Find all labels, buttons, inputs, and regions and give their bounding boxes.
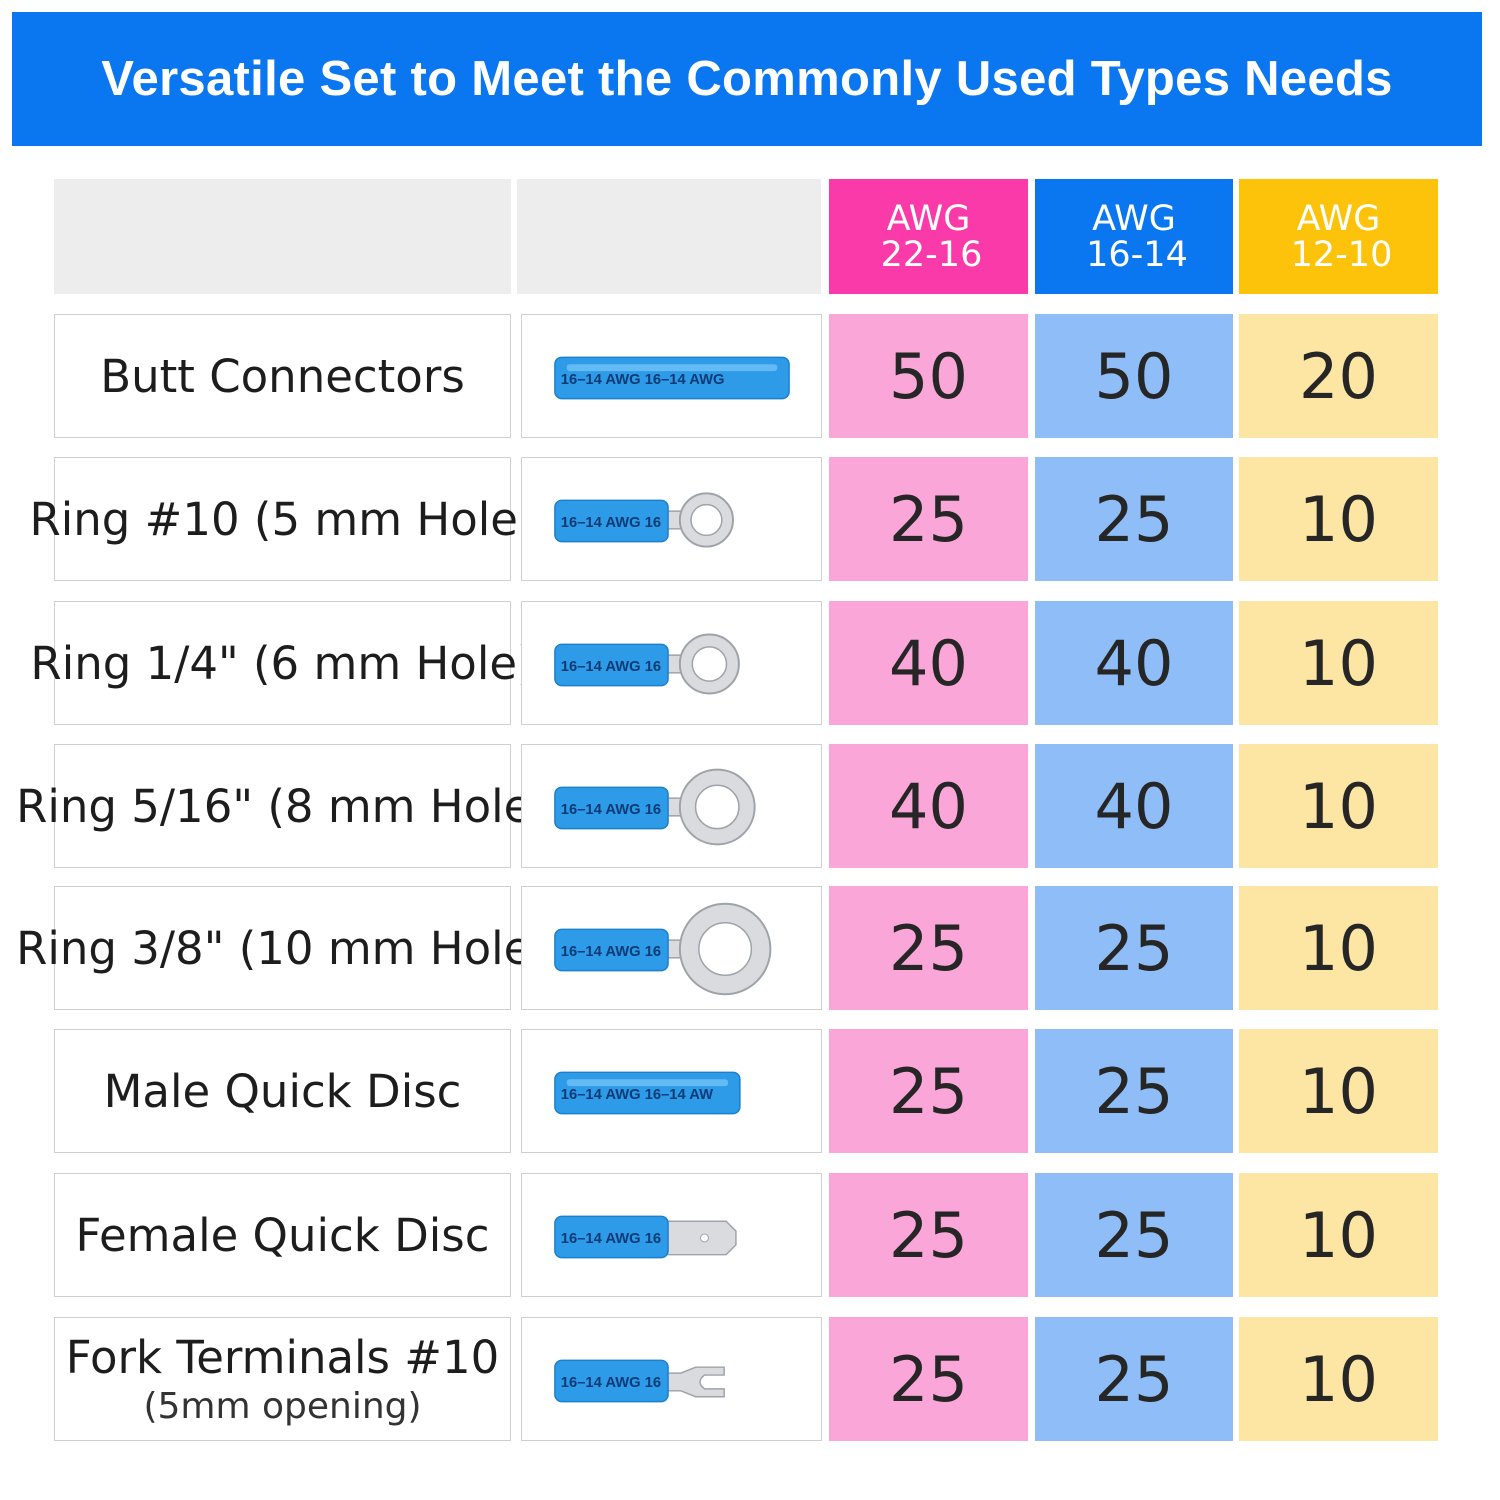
sleeve-print-text: 16–14 AWG 16 bbox=[561, 515, 661, 531]
quantity-cell: 25 bbox=[1035, 457, 1233, 581]
row-image-cell: 16–14 AWG 16 bbox=[521, 601, 822, 725]
quantity-cell: 25 bbox=[829, 1029, 1028, 1153]
connector-name: Ring #10 (5 mm Hole) bbox=[29, 492, 536, 546]
row-name-cell: Ring 5/16" (8 mm Hole) bbox=[16, 744, 549, 868]
quantity-cell: 10 bbox=[1239, 1029, 1438, 1153]
blue-sleeve bbox=[554, 928, 669, 972]
sleeve-print-text: 16–14 AWG 16 bbox=[561, 802, 661, 818]
row-image-cell: 16–14 AWG 16–14 AW bbox=[521, 1029, 822, 1153]
blue-sleeve bbox=[554, 1359, 669, 1403]
row-image-cell: 16–14 AWG 16–14 AWG bbox=[521, 314, 822, 438]
header-line2: 22-16 bbox=[880, 234, 983, 275]
connector-name: Ring 1/4" (6 mm Hole) bbox=[30, 636, 535, 690]
metal-ring bbox=[661, 633, 740, 695]
quantity-cell: 10 bbox=[1239, 457, 1438, 581]
blue-sleeve bbox=[554, 499, 669, 543]
quantity-cell: 25 bbox=[1035, 1029, 1233, 1153]
row-name-cell: Butt Connectors bbox=[54, 314, 511, 438]
quantity-cell: 20 bbox=[1239, 314, 1438, 438]
blue-sleeve bbox=[554, 1215, 669, 1259]
quantity-cell: 40 bbox=[1035, 744, 1233, 868]
fork-terminal-icon: 16–14 AWG 16 bbox=[554, 1359, 725, 1403]
quantity-cell: 40 bbox=[829, 601, 1028, 725]
row-name-cell: Female Quick Disc bbox=[54, 1173, 511, 1297]
quantity-cell: 50 bbox=[1035, 314, 1233, 438]
quantity-cell: 40 bbox=[1035, 601, 1233, 725]
quantity-cell: 25 bbox=[829, 1173, 1028, 1297]
quantity-cell: 10 bbox=[1239, 1317, 1438, 1441]
metal-ring bbox=[661, 768, 756, 846]
butt-connector-icon: 16–14 AWG 16–14 AWG bbox=[554, 356, 790, 400]
quantity-cell: 40 bbox=[829, 744, 1028, 868]
sleeve-print-text: 16–14 AWG 16–14 AWG bbox=[561, 372, 725, 388]
quantity-cell: 10 bbox=[1239, 744, 1438, 868]
blue-sleeve bbox=[554, 643, 669, 687]
quantity-cell: 25 bbox=[1035, 1317, 1233, 1441]
sleeve-print-text: 16–14 AWG 16–14 AW bbox=[561, 1087, 713, 1103]
quantity-cell: 25 bbox=[829, 886, 1028, 1010]
connector-name: Ring 3/8" (10 mm Hole) bbox=[16, 921, 549, 975]
metal-fork bbox=[665, 1366, 725, 1398]
quantity-cell: 50 bbox=[829, 314, 1028, 438]
ring-terminal-5mm-icon: 16–14 AWG 16 bbox=[554, 492, 734, 548]
ring-terminal-10mm-icon: 16–14 AWG 16 bbox=[554, 902, 772, 996]
header-awg-22-16: AWG 22-16 bbox=[829, 179, 1028, 294]
title-banner: Versatile Set to Meet the Commonly Used … bbox=[12, 12, 1482, 146]
connector-name: Female Quick Disc bbox=[75, 1208, 490, 1262]
row-image-cell: 16–14 AWG 16 bbox=[521, 1317, 822, 1441]
connector-name: Male Quick Disc bbox=[103, 1064, 462, 1118]
row-name-cell: Ring 3/8" (10 mm Hole) bbox=[16, 886, 549, 1010]
quantity-cell: 10 bbox=[1239, 601, 1438, 725]
sleeve-print-text: 16–14 AWG 16 bbox=[561, 1231, 661, 1247]
metal-ring bbox=[661, 492, 734, 548]
sleeve-print-text: 16–14 AWG 16 bbox=[561, 659, 661, 675]
sleeve-print-text: 16–14 AWG 16 bbox=[561, 1375, 661, 1391]
metal-ring bbox=[661, 902, 772, 996]
row-image-cell: 16–14 AWG 16 bbox=[521, 1173, 822, 1297]
quantity-cell: 25 bbox=[829, 457, 1028, 581]
row-name-cell: Ring #10 (5 mm Hole) bbox=[30, 457, 536, 581]
blue-sleeve bbox=[554, 786, 669, 830]
header-blank-name bbox=[54, 179, 511, 294]
sleeve-print-text: 16–14 AWG 16 bbox=[561, 944, 661, 960]
connector-subtitle: (5mm opening) bbox=[143, 1386, 422, 1427]
page-title: Versatile Set to Meet the Commonly Used … bbox=[101, 52, 1393, 106]
quantity-cell: 25 bbox=[1035, 886, 1233, 1010]
row-image-cell: 16–14 AWG 16 bbox=[521, 744, 822, 868]
connector-name: Fork Terminals #10 bbox=[65, 1331, 500, 1384]
header-line1: AWG bbox=[1296, 198, 1381, 239]
quantity-cell: 25 bbox=[1035, 1173, 1233, 1297]
metal-tab bbox=[665, 1220, 737, 1256]
row-image-cell: 16–14 AWG 16 bbox=[521, 886, 822, 1010]
ring-terminal-6mm-icon: 16–14 AWG 16 bbox=[554, 633, 740, 695]
female-quick-disconnect-icon: 16–14 AWG 16 bbox=[554, 1215, 737, 1259]
connector-name: Butt Connectors bbox=[100, 349, 465, 403]
row-image-cell: 16–14 AWG 16 bbox=[521, 457, 822, 581]
header-line1: AWG bbox=[886, 198, 971, 239]
header-awg-16-14: AWG 16-14 bbox=[1035, 179, 1233, 294]
header-awg-12-10: AWG 12-10 bbox=[1239, 179, 1438, 294]
row-name-cell: Fork Terminals #10 (5mm opening) bbox=[54, 1317, 511, 1441]
header-blank-image bbox=[517, 179, 821, 294]
quantity-cell: 10 bbox=[1239, 886, 1438, 1010]
connector-name: Ring 5/16" (8 mm Hole) bbox=[16, 779, 549, 833]
quantity-cell: 10 bbox=[1239, 1173, 1438, 1297]
ring-terminal-8mm-icon: 16–14 AWG 16 bbox=[554, 768, 756, 846]
row-name-cell: Male Quick Disc bbox=[54, 1029, 511, 1153]
male-quick-disconnect-icon: 16–14 AWG 16–14 AW bbox=[554, 1071, 741, 1115]
header-line2: 12-10 bbox=[1290, 234, 1393, 275]
header-line2: 16-14 bbox=[1086, 234, 1188, 275]
header-line1: AWG bbox=[1092, 198, 1176, 239]
row-name-cell: Ring 1/4" (6 mm Hole) bbox=[30, 601, 535, 725]
quantity-cell: 25 bbox=[829, 1317, 1028, 1441]
